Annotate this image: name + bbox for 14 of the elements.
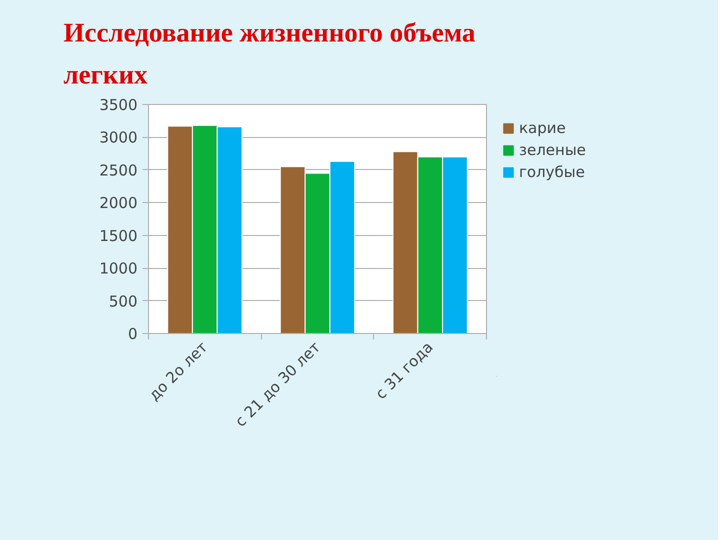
legend-label: зеленые — [519, 141, 586, 159]
y-tick-label: 3000 — [99, 128, 138, 147]
y-tick-label: 3500 — [99, 96, 138, 114]
y-tick-label: 2000 — [99, 194, 138, 212]
x-tick-label: до 2о лет — [145, 338, 212, 404]
y-tick-label: 1500 — [99, 226, 138, 245]
chart-title: Исследование жизненного объема легких — [64, 18, 476, 90]
y-tick-label: 500 — [108, 292, 138, 310]
y-tick-label: 1000 — [99, 260, 138, 278]
y-tick-label: 2500 — [99, 161, 138, 180]
y-tick-label: 0 — [128, 325, 138, 343]
x-tick-label: с 21 до 30 лет — [232, 338, 324, 430]
legend-label: карие — [519, 119, 566, 137]
legend-label: голубые — [519, 163, 585, 181]
